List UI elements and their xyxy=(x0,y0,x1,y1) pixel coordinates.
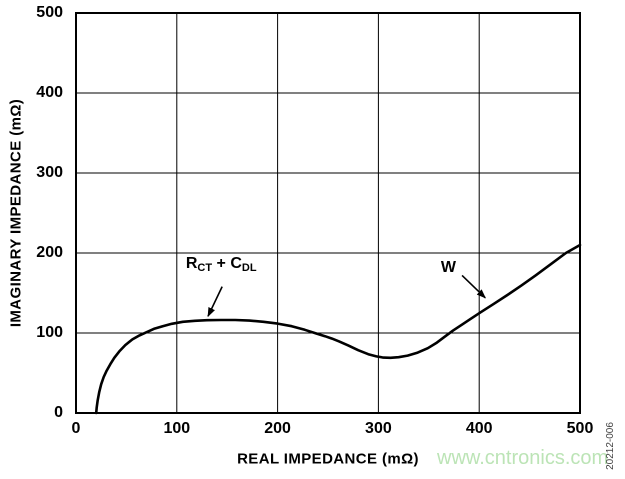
annotation-rct-cdl: RCT + CDL xyxy=(185,255,257,275)
gridlines xyxy=(76,13,580,413)
y-tick-label: 100 xyxy=(36,324,63,341)
annotation-arrow-rct-cdl xyxy=(207,286,223,318)
x-tick-label: 200 xyxy=(264,420,291,437)
x-tick-label: 300 xyxy=(365,420,392,437)
annotation-arrows xyxy=(207,274,486,318)
annotation-text-part: R xyxy=(185,255,198,273)
y-tick-label: 400 xyxy=(36,84,63,101)
y-tick-label: 0 xyxy=(54,404,63,421)
y-tick-label: 500 xyxy=(36,4,63,21)
plot-frame xyxy=(75,12,581,414)
x-axis-title: REAL IMPEDANCE (mΩ) xyxy=(237,450,419,468)
x-tick-label: 400 xyxy=(465,420,493,437)
annotation-text-part: DL xyxy=(241,262,257,275)
annotation-arrow-warburg xyxy=(461,274,486,299)
y-axis-title: IMAGINARY IMPEDANCE (mΩ) xyxy=(7,98,25,328)
annotation-text-part: + C xyxy=(212,255,242,273)
x-tick-label: 500 xyxy=(566,420,594,437)
y-tick-label: 300 xyxy=(36,164,63,181)
x-tick-label: 100 xyxy=(163,420,191,437)
annotation-text-part: W xyxy=(440,259,456,277)
annotation-warburg: W xyxy=(441,260,456,276)
annotation-text-part: CT xyxy=(197,262,213,275)
x-tick-label: 0 xyxy=(71,420,81,437)
impedance-curve xyxy=(94,243,582,415)
watermark-text: www.cntronics.com xyxy=(437,447,609,469)
figure-code: 20212-006 xyxy=(605,422,616,470)
y-tick-label: 200 xyxy=(36,244,63,261)
